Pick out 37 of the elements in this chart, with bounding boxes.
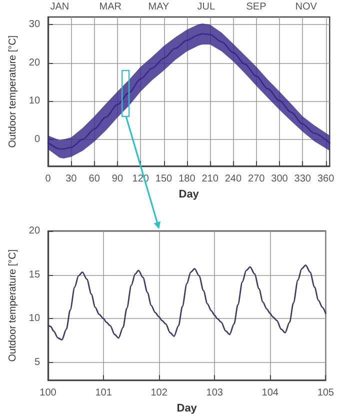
text: JUL	[197, 2, 216, 12]
x-tick-label: 0	[45, 174, 52, 185]
text: SEP	[246, 2, 267, 12]
x-tick-label: 100	[40, 388, 57, 399]
y-axis-title: Outdoor temperature [°C]	[8, 35, 18, 148]
y-tick-label: 15	[28, 269, 40, 280]
x-tick-label: 210	[202, 174, 219, 185]
x-tick-label: 60	[88, 174, 100, 185]
x-axis-title: Day	[178, 188, 200, 200]
x-tick-label: 300	[271, 174, 288, 185]
y-tick-label: 30	[28, 19, 40, 30]
y-tick-label: 5	[34, 357, 40, 368]
text: JAN	[50, 2, 70, 12]
y-tick-label: 20	[28, 57, 40, 68]
line-series	[47, 264, 326, 340]
text: MAR	[99, 2, 122, 12]
x-tick-label: 270	[248, 174, 266, 185]
x-tick-label: 103	[206, 388, 224, 399]
x-tick-label: 150	[155, 174, 173, 185]
y-tick-label: 20	[28, 226, 40, 236]
y-tick-label: 0	[34, 134, 40, 145]
x-tick-label: 105	[317, 388, 334, 399]
x-tick-label: 180	[178, 174, 196, 185]
y-tick-label: 10	[28, 96, 40, 107]
text: MAY	[148, 2, 170, 12]
y-tick-label: 10	[28, 313, 40, 324]
x-axis-title: Day	[176, 402, 198, 414]
y-axis-title: Outdoor temperature [°C]	[8, 249, 18, 362]
x-tick-label: 102	[150, 388, 168, 399]
x-tick-label: 240	[224, 174, 242, 185]
x-tick-label: 90	[112, 174, 124, 185]
x-tick-label: 104	[262, 388, 279, 399]
x-tick-label: 360	[317, 174, 335, 185]
x-tick-label: 101	[95, 388, 112, 399]
x-tick-label: 330	[294, 174, 312, 185]
text: NOV	[295, 2, 318, 12]
x-tick-label: 30	[66, 174, 78, 185]
